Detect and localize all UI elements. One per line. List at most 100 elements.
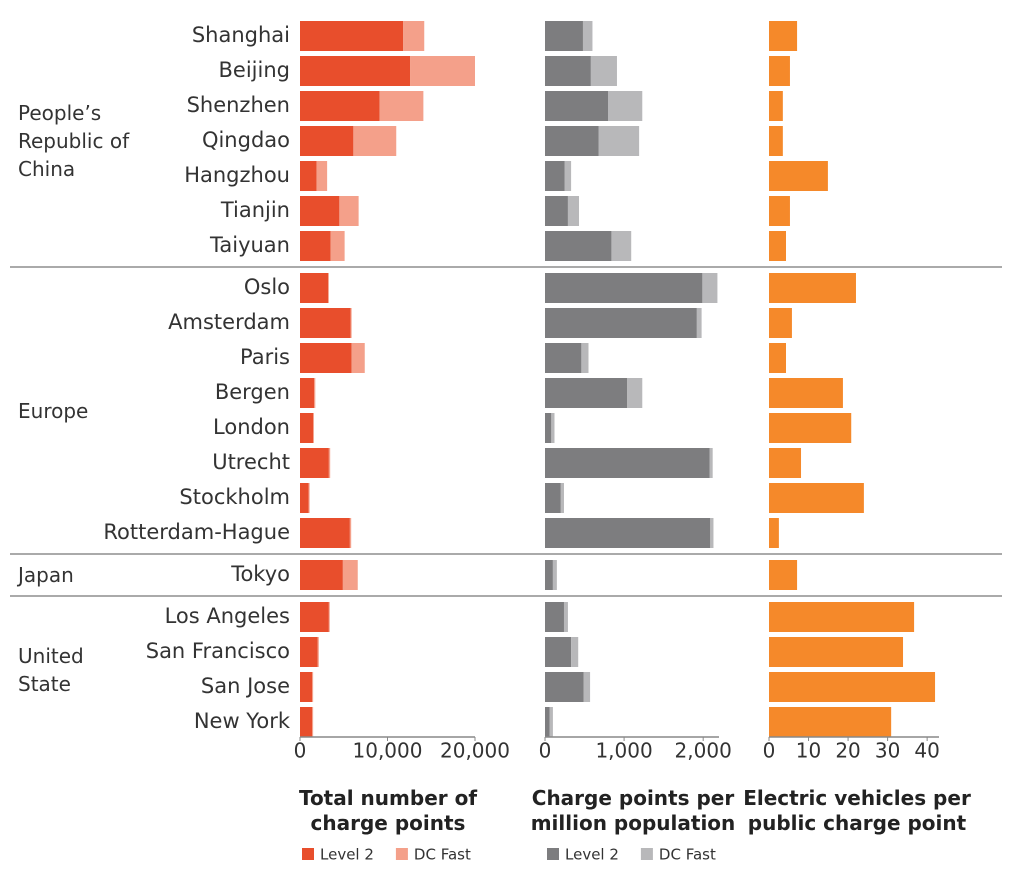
bar [627,378,643,408]
bar [709,448,713,478]
bar [328,448,331,478]
legend-swatch [302,848,314,860]
bar [545,273,703,303]
bar [545,637,572,667]
bar [330,231,345,261]
bar [563,602,568,632]
group-label: United State [18,643,84,696]
bar [312,707,314,737]
bar [342,560,358,590]
bar [300,413,314,443]
category-label: New York [194,709,291,733]
bar [300,448,329,478]
bar [545,707,550,737]
category-label: Qingdao [202,128,290,152]
bar [300,21,404,51]
category-label: San Francisco [146,639,290,663]
bar [769,413,852,443]
bar [300,91,380,121]
bar [314,378,316,408]
bar [769,231,786,261]
bar [312,672,314,702]
legend-swatch [640,848,653,860]
bar [300,637,318,667]
bar [769,378,843,408]
bar [350,308,352,338]
bar [379,91,424,121]
bar [545,343,582,373]
bar [300,518,350,548]
bar [545,602,564,632]
bar [769,560,798,590]
bar [545,560,553,590]
x-tick-label: 20 [835,739,860,763]
bar [410,56,475,86]
bar [403,21,425,51]
bar [300,126,354,156]
group-label: People’s Republic of China [18,101,130,181]
legend-swatch [395,848,408,860]
bar [545,56,591,86]
category-label: Beijing [219,58,290,82]
bar [545,308,697,338]
category-label: Stockholm [179,485,290,509]
bar [769,672,936,702]
bar [328,273,329,303]
bar [551,413,555,443]
bar [328,602,330,632]
bar [351,343,365,373]
bar [769,126,783,156]
bar [590,56,617,86]
bar [300,707,313,737]
bar [313,413,314,443]
x-tick-label: 20,000 [440,739,510,763]
category-label: Utrecht [212,450,290,474]
bar [300,196,340,226]
bar [317,637,319,667]
category-label: Shanghai [192,23,290,47]
category-label: Tianjin [220,198,290,222]
bar [769,448,802,478]
bar [769,518,779,548]
bar [316,161,328,191]
category-label: San Jose [201,674,290,698]
x-tick-label: 0 [763,739,776,763]
bar [300,672,313,702]
x-tick-label: 0 [294,739,307,763]
legend-label: DC Fast [659,846,716,864]
bar [567,196,580,226]
bar [339,196,359,226]
bar [300,378,314,408]
x-tick-label: 1,000 [595,739,652,763]
x-tick-label: 40 [914,739,939,763]
bar [564,161,572,191]
bar [300,56,411,86]
bar [545,196,568,226]
x-tick-label: 10 [796,739,821,763]
bar [769,343,786,373]
bar [769,273,856,303]
legend-label: Level 2 [565,846,619,864]
legend-label: DC Fast [414,846,471,864]
bar [545,448,710,478]
category-label: Paris [240,345,290,369]
bar [769,483,864,513]
bar [545,672,584,702]
bar [710,518,714,548]
legend-swatch [547,848,559,860]
bar [545,413,552,443]
bar [611,231,632,261]
category-label: Taiyuan [209,233,290,257]
bar [702,273,718,303]
bar [300,161,317,191]
bar [545,21,583,51]
category-label: Bergen [215,380,290,404]
bar [349,518,352,548]
bar [696,308,702,338]
bar [582,21,593,51]
x-tick-label: 2,000 [675,739,732,763]
bar [769,21,798,51]
panel-title: Electric vehicles per public charge poin… [743,786,971,835]
